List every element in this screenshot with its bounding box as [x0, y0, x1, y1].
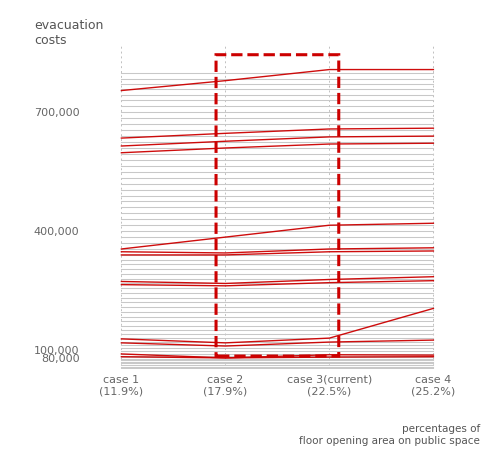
Text: percentages of
floor opening area on public space: percentages of floor opening area on pub… [299, 424, 480, 446]
Text: evacuation
costs: evacuation costs [34, 19, 103, 47]
